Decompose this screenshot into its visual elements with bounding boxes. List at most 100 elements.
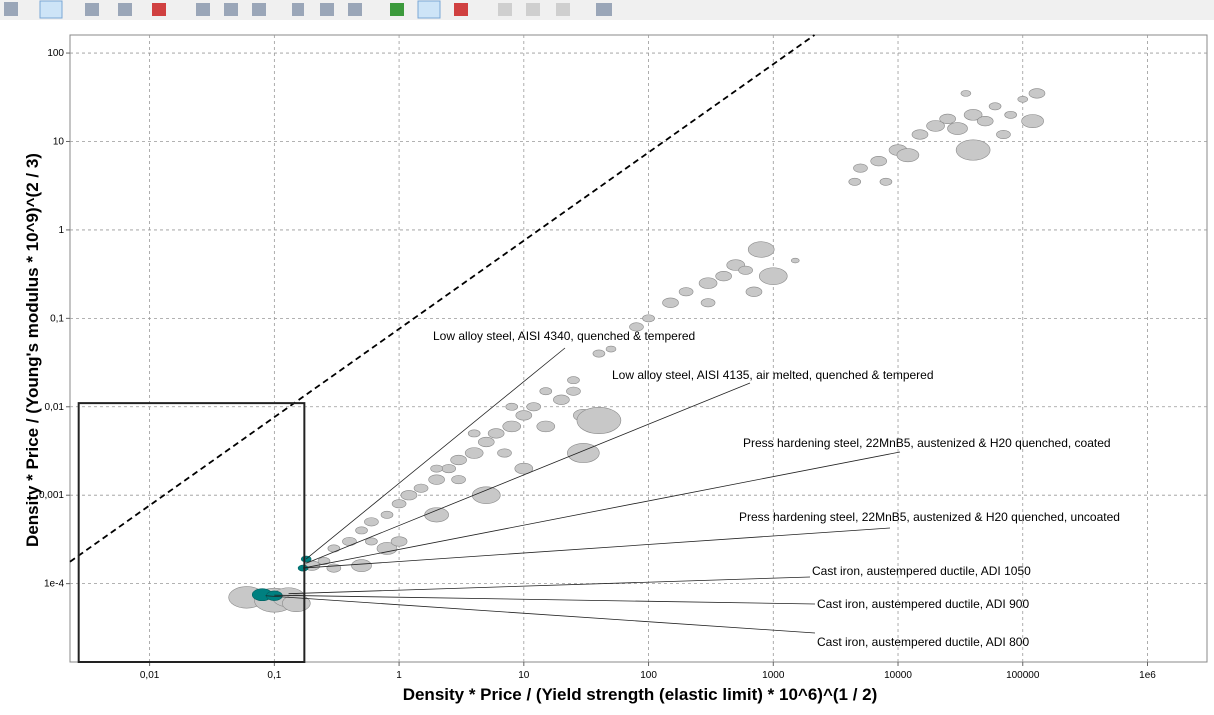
y-tick-label: 0,001 — [39, 490, 64, 501]
bubble — [450, 454, 467, 466]
annotations: Low alloy steel, AISI 4340, quenched & t… — [265, 329, 1120, 649]
x-tick-label: 100000 — [1006, 670, 1040, 681]
bubble — [988, 102, 1002, 111]
bubble — [715, 271, 732, 282]
leader-line — [288, 576, 811, 595]
tool-icon[interactable] — [152, 3, 166, 16]
bubble — [1021, 114, 1044, 129]
bubble — [539, 387, 553, 396]
tool-icon[interactable] — [390, 3, 404, 16]
tool-icon[interactable] — [85, 3, 99, 16]
bubble — [364, 517, 379, 527]
bubble — [745, 286, 763, 297]
bubble — [464, 447, 484, 459]
tool-icon[interactable] — [252, 3, 266, 16]
bubble — [282, 594, 311, 612]
x-tick-label: 0,01 — [140, 670, 160, 681]
plot-area — [69, 34, 1208, 663]
bubble — [391, 499, 407, 509]
bubble — [1004, 110, 1017, 119]
bubble — [1028, 88, 1046, 99]
bubble — [758, 267, 788, 285]
tool-icon[interactable] — [498, 3, 512, 16]
leader-line — [306, 382, 751, 564]
bubble — [536, 420, 556, 433]
bubble — [879, 177, 893, 186]
bubble — [911, 129, 929, 140]
bubble — [380, 510, 394, 519]
tool-icon[interactable] — [454, 3, 468, 16]
bubble — [505, 402, 519, 411]
x-tick-label: 10000 — [884, 670, 912, 681]
tool-icon[interactable] — [596, 3, 612, 16]
x-tick-label: 100 — [640, 670, 657, 681]
tool-icon[interactable] — [526, 3, 540, 16]
grid: 0,01 0,1 1 10 100 1000 10000 100000 1e6 1e-4 0,001… — [39, 35, 1207, 681]
bubble — [567, 376, 580, 385]
selection-box — [77, 402, 306, 663]
marks — [69, 34, 1046, 663]
y-tick-label: 0,1 — [50, 313, 64, 324]
annotation-label: Cast iron, austempered ductile, ADI 900 — [817, 597, 1029, 611]
y-axis-title: Density * Price / (Young's modulus * 10^… — [23, 153, 42, 547]
bubble — [487, 428, 505, 439]
bubble — [365, 537, 378, 546]
bubble — [605, 345, 617, 353]
annotation-label: Cast iron, austempered ductile, ADI 1050 — [812, 564, 1031, 578]
bubble — [926, 120, 945, 132]
annotation-label: Cast iron, austempered ductile, ADI 800 — [817, 635, 1029, 649]
bubble — [514, 462, 534, 475]
x-tick-label: 1000 — [762, 670, 785, 681]
bubble — [566, 386, 581, 396]
x-tick-label: 0,1 — [267, 670, 281, 681]
bubble — [747, 241, 775, 258]
bubble — [662, 297, 679, 308]
bubble — [896, 148, 920, 163]
tool-icon[interactable] — [118, 3, 132, 16]
tool-icon[interactable] — [292, 3, 304, 16]
bubble — [553, 394, 570, 405]
leader-line — [303, 527, 891, 569]
y-tick-label: 100 — [47, 48, 64, 59]
bubble — [400, 490, 418, 501]
annotation-label: Low alloy steel, AISI 4340, quenched & t… — [433, 329, 695, 343]
bubble — [424, 507, 449, 523]
tool-icon[interactable] — [417, 0, 441, 19]
x-tick-label: 1e6 — [1139, 670, 1156, 681]
bubble — [700, 298, 716, 308]
bubble — [317, 557, 331, 565]
bubble — [342, 536, 357, 546]
bubble — [502, 420, 522, 433]
bubble — [467, 429, 481, 438]
bubble — [413, 483, 429, 493]
bubble — [738, 265, 753, 275]
tool-icon[interactable] — [39, 0, 63, 19]
bubble — [451, 475, 466, 485]
bubble — [848, 177, 862, 186]
bubble — [376, 542, 398, 555]
y-tick-label: 10 — [53, 136, 65, 147]
bubble — [327, 544, 341, 553]
tool-icon[interactable] — [320, 3, 334, 16]
leader-line — [305, 347, 566, 560]
leader-line — [265, 595, 816, 634]
tool-icon[interactable] — [556, 3, 570, 16]
tool-icon[interactable] — [4, 2, 18, 16]
bubble — [960, 90, 972, 97]
bubble — [947, 122, 968, 135]
y-tick-label: 1e-4 — [44, 579, 64, 590]
y-tick-label: 1 — [58, 225, 64, 236]
tool-icon[interactable] — [196, 3, 210, 16]
tool-icon[interactable] — [348, 3, 362, 16]
bubble — [698, 277, 718, 289]
bubble — [963, 109, 983, 121]
x-tick-label: 10 — [518, 670, 530, 681]
y-tick-label: 0,01 — [45, 402, 65, 413]
x-tick-label: 1 — [396, 670, 402, 681]
tool-icon[interactable] — [224, 3, 238, 16]
bubble — [629, 322, 644, 332]
bubble — [576, 406, 622, 434]
bubble — [441, 464, 457, 474]
x-axis-title: Density * Price / (Yield strength (elast… — [403, 685, 878, 704]
